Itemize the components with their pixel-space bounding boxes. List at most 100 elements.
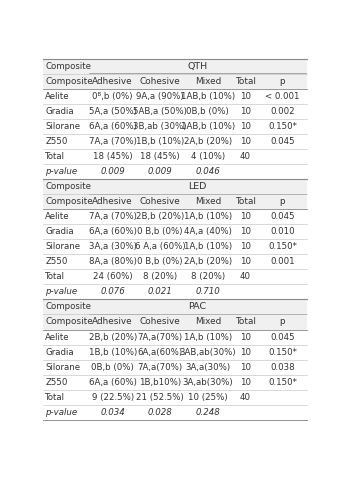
Text: 10: 10 [240,242,251,251]
Text: 7A,a(70%): 7A,a(70%) [138,362,183,371]
Text: 6A,a(60%): 6A,a(60%) [138,348,183,357]
Text: 40: 40 [240,272,251,282]
Text: 3AB,ab(30%): 3AB,ab(30%) [179,348,236,357]
Bar [43,284,307,300]
Bar [43,120,307,134]
Text: 3A,a(30%): 3A,a(30%) [185,362,231,371]
Text: Z550: Z550 [45,137,68,146]
Bar [43,345,307,359]
Bar [43,375,307,390]
Text: Total: Total [45,272,65,282]
Text: 7A,a(70%): 7A,a(70%) [138,333,183,341]
Text: 1B,b10%): 1B,b10%) [139,378,181,387]
Text: 3A,a (30%): 3A,a (30%) [89,242,137,251]
Text: 5A,a (50%): 5A,a (50%) [89,107,137,116]
Text: 10: 10 [240,258,251,266]
Text: 2B,b (20%): 2B,b (20%) [89,333,137,341]
Text: Adhesive: Adhesive [92,77,133,86]
Bar [43,404,307,420]
Text: 0.002: 0.002 [270,107,295,116]
Text: 0.710: 0.710 [195,287,220,296]
Text: 0B,b (0%): 0B,b (0%) [187,107,229,116]
Text: PAC: PAC [188,303,206,312]
Text: 0.001: 0.001 [270,258,295,266]
Text: 8 (20%): 8 (20%) [143,272,177,282]
Text: p: p [280,77,285,86]
Text: 2B,b (20%): 2B,b (20%) [136,212,184,221]
Text: 1AB,b (10%): 1AB,b (10%) [181,122,235,131]
Text: 10: 10 [240,228,251,237]
Bar [43,315,307,329]
Text: Cohesive: Cohesive [140,197,181,206]
Text: 0ᴮ,b (0%): 0ᴮ,b (0%) [92,92,133,101]
Text: 3B,ab (30%): 3B,ab (30%) [133,122,187,131]
Bar [43,300,307,315]
Text: 3A,ab(30%): 3A,ab(30%) [182,378,233,387]
Text: 7A,a (70%): 7A,a (70%) [89,212,137,221]
Text: 1A,b (10%): 1A,b (10%) [184,242,232,251]
Text: 0.150*: 0.150* [268,348,297,357]
Text: 0.045: 0.045 [270,212,295,221]
Text: Gradia: Gradia [45,348,74,357]
Text: 0.009: 0.009 [100,167,125,176]
Text: 10: 10 [240,107,251,116]
Text: Composite: Composite [45,197,93,206]
Text: p: p [280,317,285,326]
Bar [43,59,307,74]
Text: 0.150*: 0.150* [268,378,297,387]
Text: Total: Total [235,197,256,206]
Text: 0.150*: 0.150* [268,122,297,131]
Text: p: p [280,197,285,206]
Text: p-value: p-value [45,287,77,296]
Bar [43,74,307,89]
Text: Adhesive: Adhesive [92,197,133,206]
Text: 21 (52.5%): 21 (52.5%) [136,392,184,402]
Text: Aelite: Aelite [45,92,70,101]
Text: 0.034: 0.034 [100,408,125,417]
Bar [43,390,307,404]
Text: 4 (10%): 4 (10%) [191,152,225,161]
Text: Composite: Composite [45,303,91,312]
Text: 0.045: 0.045 [270,137,295,146]
Text: Composite: Composite [45,77,93,86]
Text: 10: 10 [240,378,251,387]
Text: Cohesive: Cohesive [140,77,181,86]
Text: 0.028: 0.028 [148,408,173,417]
Text: 0.009: 0.009 [148,167,173,176]
Text: 0 B,b (0%): 0 B,b (0%) [137,258,183,266]
Text: 9A,a (90%): 9A,a (90%) [136,92,184,101]
Text: 8 (20%): 8 (20%) [191,272,225,282]
Bar [43,209,307,224]
Text: 6A,a (60%): 6A,a (60%) [89,378,137,387]
Text: 10 (25%): 10 (25%) [188,392,227,402]
Text: Adhesive: Adhesive [92,317,133,326]
Text: Silorane: Silorane [45,242,80,251]
Bar [43,149,307,164]
Text: 24 (60%): 24 (60%) [93,272,132,282]
Text: 1A,b (10%): 1A,b (10%) [184,212,232,221]
Bar [43,104,307,120]
Text: Aelite: Aelite [45,212,70,221]
Text: 10: 10 [240,333,251,341]
Text: 0.010: 0.010 [270,228,295,237]
Text: 0.150*: 0.150* [268,242,297,251]
Text: Z550: Z550 [45,378,68,387]
Bar [43,164,307,179]
Bar [43,224,307,239]
Text: 6 A,a (60%): 6 A,a (60%) [135,242,186,251]
Text: 9 (22.5%): 9 (22.5%) [92,392,134,402]
Text: 40: 40 [240,152,251,161]
Text: Mixed: Mixed [195,197,221,206]
Text: 6A,a (60%): 6A,a (60%) [89,228,137,237]
Text: 7A,a (70%): 7A,a (70%) [89,137,137,146]
Text: Gradia: Gradia [45,107,74,116]
Text: Total: Total [235,317,256,326]
Text: Cohesive: Cohesive [140,317,181,326]
Bar [43,254,307,270]
Bar [43,239,307,254]
Text: 0 B,b (0%): 0 B,b (0%) [137,228,183,237]
Text: < 0.001: < 0.001 [265,92,300,101]
Text: 18 (45%): 18 (45%) [93,152,132,161]
Text: Total: Total [235,77,256,86]
Text: 5AB,a (50%): 5AB,a (50%) [133,107,187,116]
